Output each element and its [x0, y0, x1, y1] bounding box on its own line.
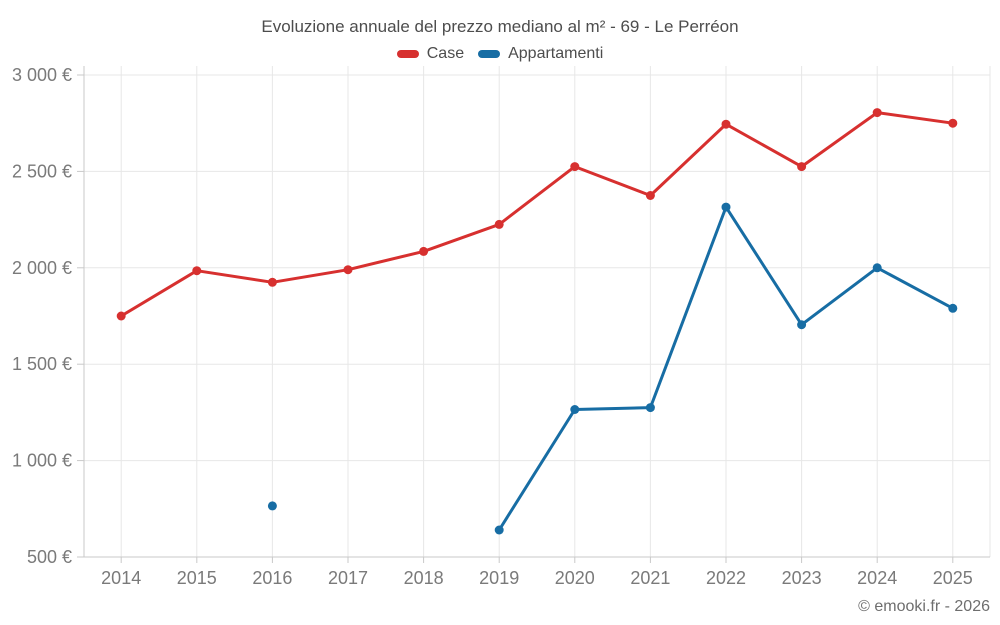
x-axis-tick-label: 2014: [101, 568, 141, 588]
y-axis-tick-label: 1 500 €: [12, 354, 72, 374]
chart-legend: Case Appartamenti: [0, 45, 1000, 63]
data-point-case-2014[interactable]: [116, 311, 126, 321]
x-axis-tick-label: 2023: [782, 568, 822, 588]
legend-item-case[interactable]: Case: [396, 45, 465, 63]
y-axis-tick-label: 2 000 €: [12, 258, 72, 278]
x-axis-tick-label: 2016: [252, 568, 292, 588]
legend-label-case: Case: [426, 45, 465, 62]
data-point-case-2021[interactable]: [645, 191, 655, 200]
x-axis-tick-label: 2018: [404, 568, 444, 588]
x-axis-tick-label: 2022: [706, 568, 746, 588]
data-point-appartamenti-2021[interactable]: [645, 403, 655, 413]
data-point-case-2025[interactable]: [948, 118, 958, 128]
data-point-appartamenti-2016[interactable]: [267, 501, 277, 511]
data-point-case-2017[interactable]: [343, 265, 353, 275]
data-point-case-2022[interactable]: [721, 119, 731, 129]
data-point-case-2016[interactable]: [267, 277, 277, 287]
data-point-appartamenti-2023[interactable]: [797, 320, 807, 330]
data-point-case-2023[interactable]: [797, 162, 807, 172]
chart-title: Evoluzione annuale del prezzo mediano al…: [261, 17, 739, 36]
data-point-appartamenti-2019[interactable]: [494, 525, 504, 535]
x-axis-tick-label: 2025: [933, 568, 973, 588]
y-axis-tick-label: 2 500 €: [12, 161, 72, 181]
data-point-appartamenti-2020[interactable]: [570, 405, 580, 414]
data-point-case-2019[interactable]: [494, 219, 504, 229]
data-point-appartamenti-2025[interactable]: [948, 303, 958, 313]
appartamenti-series-swatch-icon: [478, 50, 501, 58]
x-axis-tick-label: 2017: [328, 568, 368, 588]
data-point-appartamenti-2024[interactable]: [872, 263, 882, 273]
x-axis-tick-label: 2020: [555, 568, 595, 588]
y-axis-tick-label: 3 000 €: [12, 65, 72, 85]
legend-label-appartamenti: Appartamenti: [508, 45, 604, 62]
data-point-case-2015[interactable]: [192, 266, 202, 276]
legend-item-appartamenti[interactable]: Appartamenti: [478, 45, 603, 63]
x-axis-tick-label: 2024: [857, 568, 897, 588]
case-series-swatch-icon: [396, 50, 419, 58]
x-axis-tick-label: 2019: [479, 568, 519, 588]
y-axis-tick-label: 500 €: [27, 547, 72, 567]
data-point-case-2018[interactable]: [419, 246, 429, 256]
data-point-appartamenti-2022[interactable]: [721, 202, 731, 212]
y-axis-tick-label: 1 000 €: [12, 451, 72, 471]
data-point-case-2020[interactable]: [570, 162, 580, 172]
x-axis-tick-label: 2015: [177, 568, 217, 588]
x-axis-tick-label: 2021: [630, 568, 670, 588]
series-line-case: [119, 111, 955, 318]
data-point-case-2024[interactable]: [872, 108, 882, 118]
footer-credit: © emooki.fr - 2026: [858, 598, 990, 615]
